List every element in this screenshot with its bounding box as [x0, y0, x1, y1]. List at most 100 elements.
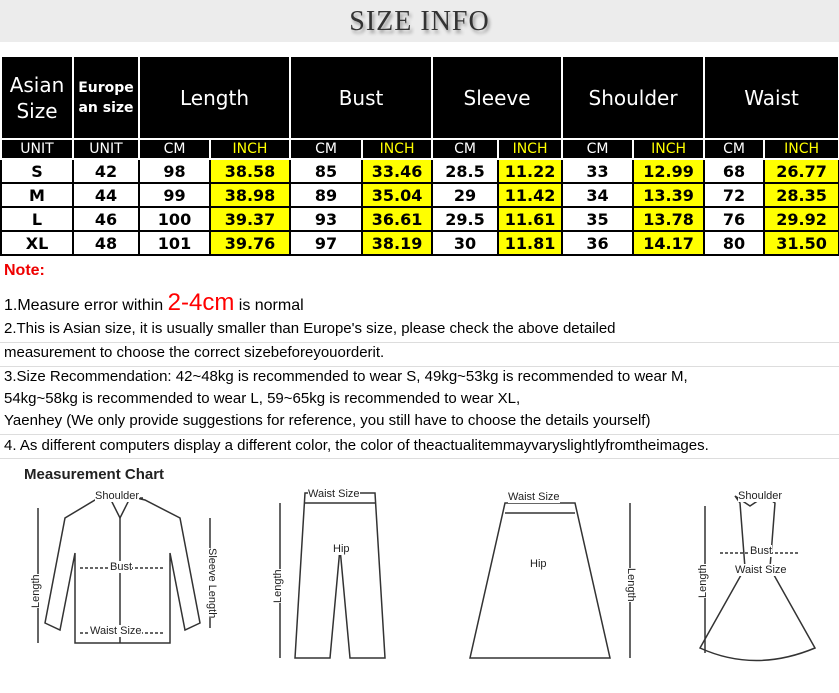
unit-cell: INCH — [361, 138, 434, 160]
table-cell: 11.22 — [497, 158, 564, 184]
table-cell: 38.19 — [361, 230, 434, 256]
skirt-hip-label: Hip — [530, 558, 547, 570]
table-cell: 85 — [289, 158, 364, 184]
table-cell: 34 — [561, 182, 635, 208]
title-bar: SIZE INFO — [0, 0, 839, 42]
table-cell: 89 — [289, 182, 364, 208]
unit-cell: UNIT — [0, 138, 74, 160]
table-cell: 48 — [72, 230, 140, 256]
note-3c: Yaenhey (We only provide suggestions for… — [4, 412, 651, 429]
unit-cell: CM — [703, 138, 766, 160]
dress-waist-label: Waist Size — [735, 564, 787, 576]
table-cell: 29.5 — [431, 206, 500, 232]
table-cell: 11.61 — [497, 206, 564, 232]
skirt-drawing — [469, 502, 631, 659]
table-cell: 38.58 — [208, 158, 292, 184]
table-cell: 36.61 — [361, 206, 434, 232]
unit-cell: UNIT — [72, 138, 140, 160]
table-cell: 33.46 — [361, 158, 434, 184]
header-europe-size: Europe an size — [72, 55, 140, 140]
table-cell: 31.50 — [763, 230, 839, 256]
note-4: 4. As different computers display a diff… — [4, 437, 709, 454]
pants-drawing — [279, 492, 386, 659]
table-cell: 13.78 — [632, 206, 706, 232]
table-cell: 36 — [561, 230, 635, 256]
table-cell: 35 — [561, 206, 635, 232]
header-shoulder: Shoulder — [561, 55, 706, 140]
shirt-length-label: Length — [30, 574, 42, 608]
unit-cell: INCH — [632, 138, 706, 160]
table-cell: 68 — [703, 158, 766, 184]
unit-cell: INCH — [763, 138, 839, 160]
table-cell: 99 — [138, 182, 211, 208]
table-cell: 80 — [703, 230, 766, 256]
page-title: SIZE INFO — [349, 6, 490, 37]
dress-shoulder-label: Shoulder — [738, 490, 783, 502]
header-asian-size: Asian Size — [0, 55, 74, 140]
header-sleeve: Sleeve — [431, 55, 564, 140]
table-cell: 33 — [561, 158, 635, 184]
table-row: M 44 99 38.98 89 35.04 29 11.42 34 13.39 72 28.35 — [0, 182, 839, 208]
pants-waist-label: Waist Size — [308, 488, 360, 500]
table-row: XL 48 101 39.76 97 38.19 30 11.81 36 14.17 80 31.50 — [0, 230, 839, 256]
table-cell: 11.42 — [497, 182, 564, 208]
shirt-waist-label: Waist Size — [90, 625, 142, 637]
header-row: Asian Size Europe an size Length Bust Sl… — [0, 55, 839, 140]
pants-length-label: Length — [272, 569, 284, 603]
table-cell: 93 — [289, 206, 364, 232]
table-cell: 76 — [703, 206, 766, 232]
table-cell: 39.37 — [208, 206, 292, 232]
note-1-highlight: 2-4cm — [167, 289, 235, 316]
table-cell: 12.99 — [632, 158, 706, 184]
unit-row: UNIT UNIT CM INCH CM INCH CM INCH CM INCH CM INCH — [0, 138, 839, 160]
table-cell: 98 — [138, 158, 211, 184]
pants-hip-label: Hip — [333, 543, 350, 555]
table-cell: S — [0, 158, 74, 184]
table-cell: 100 — [138, 206, 211, 232]
table-cell: 30 — [431, 230, 500, 256]
unit-cell: CM — [289, 138, 364, 160]
table-cell: 13.39 — [632, 182, 706, 208]
note-heading: Note: — [4, 262, 45, 279]
size-table: Asian Size Europe an size Length Bust Sl… — [0, 55, 839, 256]
table-cell: 101 — [138, 230, 211, 256]
table-cell: 97 — [289, 230, 364, 256]
unit-cell: INCH — [208, 138, 292, 160]
table-cell: 46 — [72, 206, 140, 232]
note-2a: 2.This is Asian size, it is usually smal… — [4, 320, 616, 337]
measurement-chart: Measurement Chart Shoulder Bust Length S… — [0, 458, 839, 693]
header-bust: Bust — [289, 55, 434, 140]
shirt-sleeve-label: Sleeve Length — [206, 548, 218, 619]
table-cell: 42 — [72, 158, 140, 184]
table-cell: 35.04 — [361, 182, 434, 208]
table-row: L 46 100 39.37 93 36.61 29.5 11.61 35 13.78 76 29.9… — [0, 206, 839, 232]
table-cell: M — [0, 182, 74, 208]
table-cell: 14.17 — [632, 230, 706, 256]
dress-length-label: Length — [697, 564, 709, 598]
note-3b: 54kg~58kg is recommended to wear L, 59~6… — [4, 390, 521, 407]
skirt-waist-label: Waist Size — [508, 491, 560, 503]
table-cell: L — [0, 206, 74, 232]
table-cell: 44 — [72, 182, 140, 208]
unit-cell: CM — [431, 138, 500, 160]
shirt-bust-label: Bust — [110, 561, 133, 573]
table-row: S 42 98 38.58 85 33.46 28.5 11.22 33 12.99 68 26.77 — [0, 158, 839, 184]
unit-cell: INCH — [497, 138, 564, 160]
unit-cell: CM — [138, 138, 211, 160]
note-3a: 3.Size Recommendation: 42~48kg is recomm… — [4, 368, 688, 385]
dress-bust-label: Bust — [750, 545, 773, 557]
table-cell: 29.92 — [763, 206, 839, 232]
table-cell: 29 — [431, 182, 500, 208]
table-cell: XL — [0, 230, 74, 256]
skirt-length-label: Length — [625, 568, 637, 602]
table-cell: 72 — [703, 182, 766, 208]
dress-drawing — [698, 495, 817, 662]
header-length: Length — [137, 55, 292, 140]
table-cell: 28.5 — [431, 158, 500, 184]
table-cell: 26.77 — [763, 158, 839, 184]
header-waist: Waist — [703, 55, 839, 140]
table-cell: 28.35 — [763, 182, 839, 208]
note-1: 1.Measure error within 2-4cm is normal — [4, 289, 304, 316]
unit-cell: CM — [561, 138, 635, 160]
table-cell: 39.76 — [208, 230, 292, 256]
